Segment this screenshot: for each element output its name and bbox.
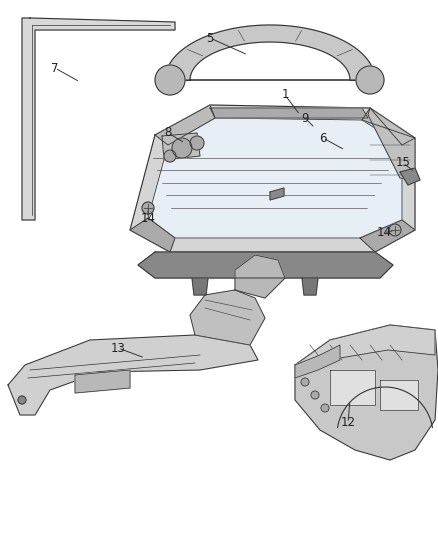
Polygon shape [235,255,285,298]
Polygon shape [190,290,265,345]
Circle shape [311,391,319,399]
Text: 14: 14 [141,212,155,224]
Polygon shape [138,252,393,278]
Polygon shape [270,188,284,200]
Text: 1: 1 [281,88,289,101]
Text: 14: 14 [377,227,392,239]
Polygon shape [130,218,175,252]
Polygon shape [130,105,415,252]
Polygon shape [162,133,200,160]
Text: 6: 6 [319,132,327,144]
Polygon shape [362,108,415,145]
Circle shape [356,66,384,94]
Polygon shape [295,325,435,375]
Polygon shape [302,278,318,295]
Circle shape [18,396,26,404]
Polygon shape [380,380,418,410]
Text: 7: 7 [51,61,59,75]
Polygon shape [8,335,258,415]
Circle shape [321,404,329,412]
Circle shape [301,378,309,386]
Circle shape [155,65,185,95]
Polygon shape [368,108,415,180]
Polygon shape [192,278,208,295]
Text: 12: 12 [340,416,356,430]
Polygon shape [295,325,438,460]
Polygon shape [360,220,415,252]
Polygon shape [165,25,375,80]
Text: 15: 15 [396,157,410,169]
Text: 8: 8 [164,126,172,140]
Polygon shape [75,370,130,393]
Polygon shape [210,108,368,118]
Polygon shape [295,345,340,378]
Text: 9: 9 [301,111,309,125]
Circle shape [164,150,176,162]
Polygon shape [400,168,420,185]
Polygon shape [330,370,375,405]
Circle shape [389,224,401,236]
Polygon shape [155,105,215,145]
Polygon shape [22,18,175,220]
Text: 5: 5 [206,31,214,44]
Circle shape [172,138,192,158]
Text: 13: 13 [110,342,125,354]
Polygon shape [148,118,402,238]
Circle shape [190,136,204,150]
Circle shape [142,202,154,214]
